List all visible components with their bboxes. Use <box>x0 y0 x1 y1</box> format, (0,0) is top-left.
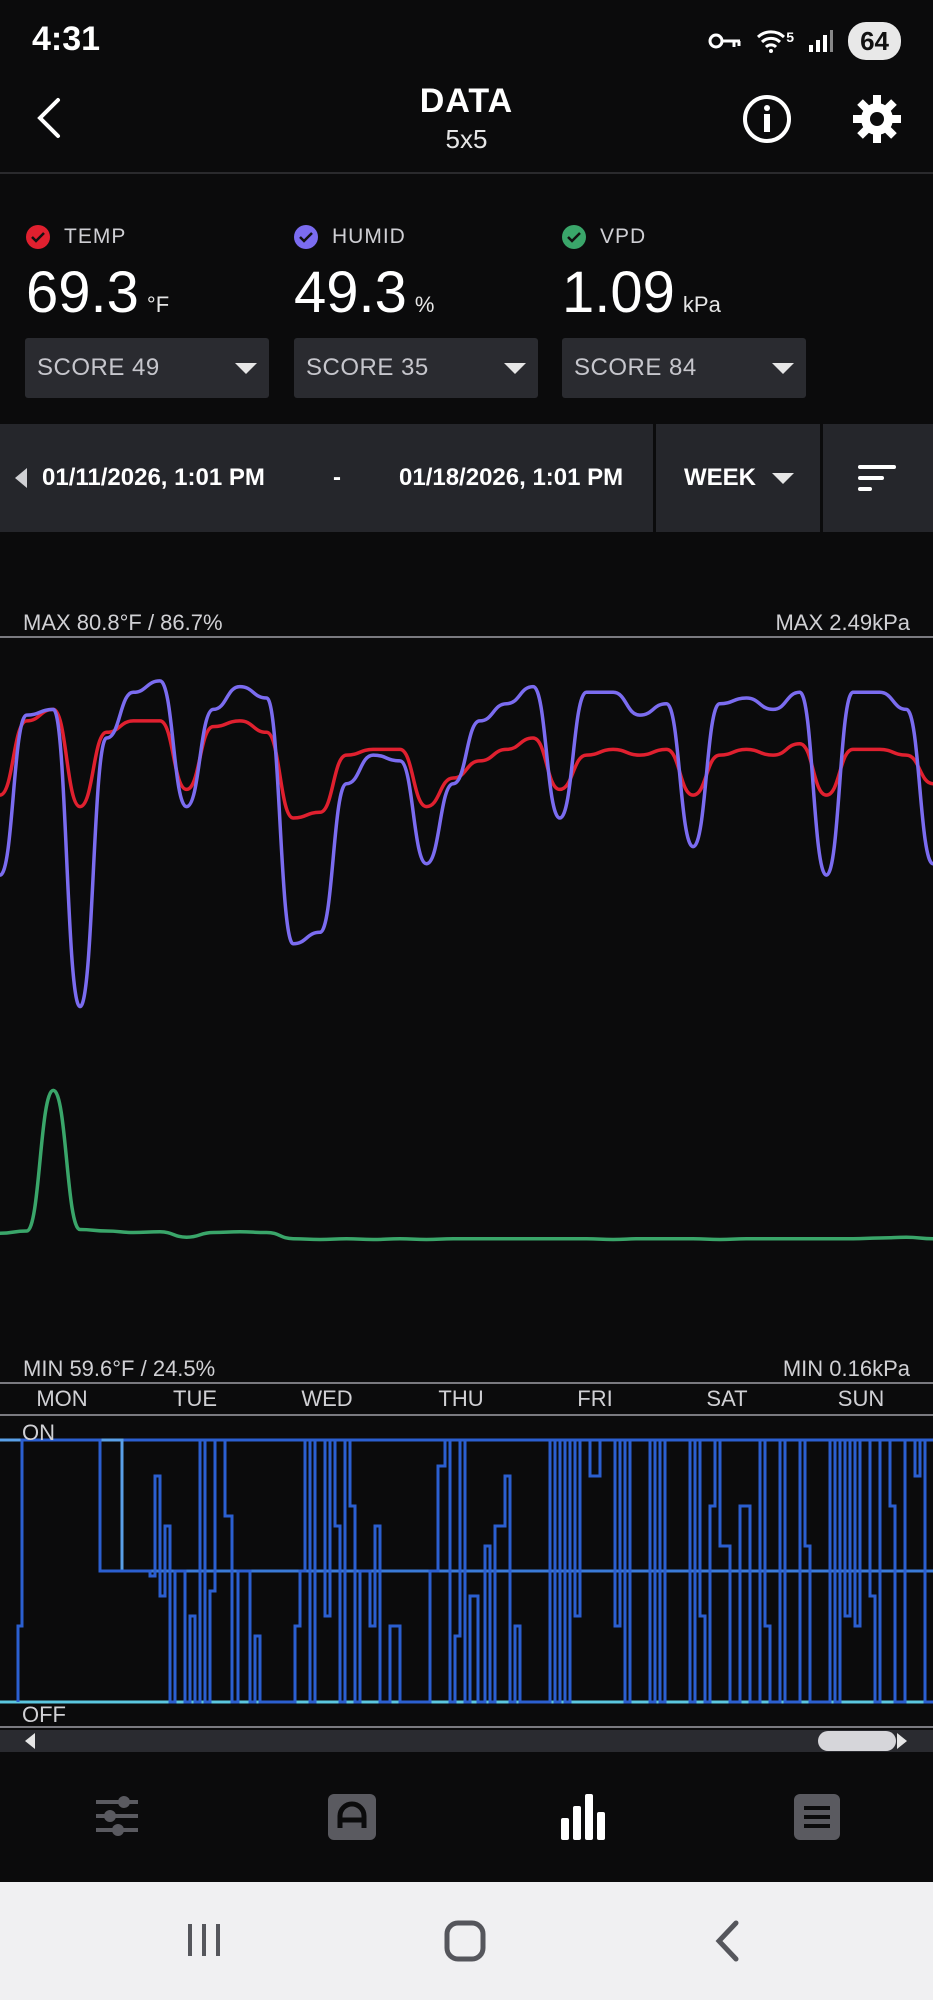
list-icon <box>794 1794 840 1840</box>
metric-vpd: VPD 1.09 kPa <box>562 225 822 326</box>
wifi-label: 5 <box>786 29 795 45</box>
metric-value-temp: 69.3 <box>26 260 139 325</box>
min-right-label: MIN 0.16kPa <box>782 1356 910 1381</box>
timer-trace-1 <box>0 1438 124 1571</box>
vpn-key-icon <box>708 33 741 49</box>
recents-icon <box>188 1924 220 1956</box>
max-left-label: MAX 80.8°F / 86.7% <box>23 610 223 635</box>
metric-temp: TEMP 69.3 °F <box>26 225 286 326</box>
metric-unit-temp: °F <box>146 292 170 317</box>
day-label: SUN <box>837 1386 885 1411</box>
date-end[interactable]: 01/18/2026, 1:01 PM <box>399 464 624 491</box>
device-trace-1 <box>16 1438 933 1704</box>
bar-chart-icon <box>561 1794 605 1840</box>
nav-auto[interactable] <box>328 1794 376 1845</box>
nav-data[interactable] <box>561 1794 607 1845</box>
date-prev-button[interactable] <box>14 424 28 532</box>
day-label: MON <box>36 1386 88 1411</box>
min-line <box>0 1382 933 1384</box>
metric-unit-humid: % <box>414 292 435 317</box>
metric-value-humid: 49.3 <box>294 260 407 325</box>
score-humid: SCORE 35 <box>306 354 429 381</box>
sort-button[interactable] <box>858 424 896 532</box>
page-title: DATA <box>419 82 514 120</box>
divider <box>820 424 823 532</box>
on-label: ON <box>22 1420 55 1445</box>
back-button[interactable] <box>34 96 74 144</box>
signal-icon <box>809 30 834 52</box>
status-time: 4:31 <box>32 20 101 58</box>
chevron-left-icon <box>37 98 60 138</box>
check-icon <box>562 225 586 249</box>
caret-down-icon <box>772 362 794 374</box>
battery-icon: 64 <box>848 22 901 60</box>
axis-line <box>0 1414 933 1416</box>
scroll-right-icon[interactable] <box>896 1732 908 1750</box>
info-button[interactable] <box>742 94 792 149</box>
metric-label-humid: HUMID <box>332 225 406 248</box>
metric-humid: HUMID 49.3% <box>294 225 554 326</box>
period-label: WEEK <box>684 464 756 491</box>
score-vpd: SCORE 84 <box>574 354 697 381</box>
metric-label-vpd: VPD <box>600 225 647 248</box>
page-subtitle: 5x5 <box>445 124 488 154</box>
off-label: OFF <box>22 1702 66 1726</box>
max-right-label: MAX 2.49kPa <box>775 610 910 635</box>
bottom-nav <box>0 1752 933 1882</box>
home-button[interactable] <box>444 1920 486 1967</box>
day-label: WED <box>301 1386 353 1411</box>
divider <box>653 424 656 532</box>
device-onoff-timeline[interactable]: ON OFF <box>0 1416 933 1726</box>
wifi-icon: 5 <box>756 29 794 53</box>
home-icon <box>444 1920 486 1962</box>
day-label: TUE <box>173 1386 217 1411</box>
nav-controls[interactable] <box>94 1796 140 1841</box>
system-nav-bar <box>0 1882 933 2000</box>
metric-value-vpd: 1.09 <box>562 260 675 325</box>
header-divider <box>0 172 933 174</box>
gear-icon <box>853 95 901 143</box>
min-left-label: MIN 59.6°F / 24.5% <box>23 1356 216 1381</box>
info-icon <box>743 95 791 143</box>
check-icon <box>26 225 50 249</box>
scroll-left-icon[interactable] <box>24 1732 36 1750</box>
score-temp: SCORE 49 <box>37 354 160 381</box>
scroll-thumb[interactable] <box>818 1731 896 1751</box>
caret-down-icon <box>235 362 257 374</box>
metric-label-temp: TEMP <box>64 225 127 248</box>
caret-down-icon <box>772 472 794 484</box>
settings-button[interactable] <box>852 94 902 149</box>
date-start[interactable]: 01/11/2026, 1:01 PM <box>42 464 265 491</box>
period-dropdown[interactable]: WEEK <box>684 424 794 532</box>
status-icons: 5 64 <box>708 22 901 60</box>
series-line-temp <box>0 707 933 820</box>
system-back-button[interactable] <box>714 1920 740 1967</box>
score-dropdown-vpd[interactable]: SCORE 84 <box>562 338 806 398</box>
sensor-line-chart[interactable] <box>0 638 933 1380</box>
metric-unit-vpd: kPa <box>682 292 721 317</box>
auto-mode-icon <box>328 1794 376 1840</box>
day-label: SAT <box>706 1386 748 1411</box>
recents-button[interactable] <box>186 1922 222 1963</box>
nav-log[interactable] <box>794 1794 840 1845</box>
sliders-icon <box>96 1796 138 1836</box>
day-label: THU <box>438 1386 484 1411</box>
score-dropdown-humid[interactable]: SCORE 35 <box>294 338 538 398</box>
caret-down-icon <box>504 362 526 374</box>
sort-icon <box>858 465 896 491</box>
day-axis: MON TUE WED THU FRI SAT SUN <box>0 1386 933 1414</box>
date-dash: - <box>333 464 341 491</box>
day-label: FRI <box>577 1386 613 1411</box>
chart-scrollbar[interactable] <box>0 1730 933 1752</box>
timeline-line <box>0 1726 933 1728</box>
check-icon <box>294 225 318 249</box>
series-line-vpd <box>0 1088 933 1242</box>
series-line-humid <box>0 679 933 1009</box>
triangle-left-icon <box>15 468 27 488</box>
score-dropdown-temp[interactable]: SCORE 49 <box>25 338 269 398</box>
back-icon <box>715 1920 739 1962</box>
max-line <box>0 636 933 638</box>
